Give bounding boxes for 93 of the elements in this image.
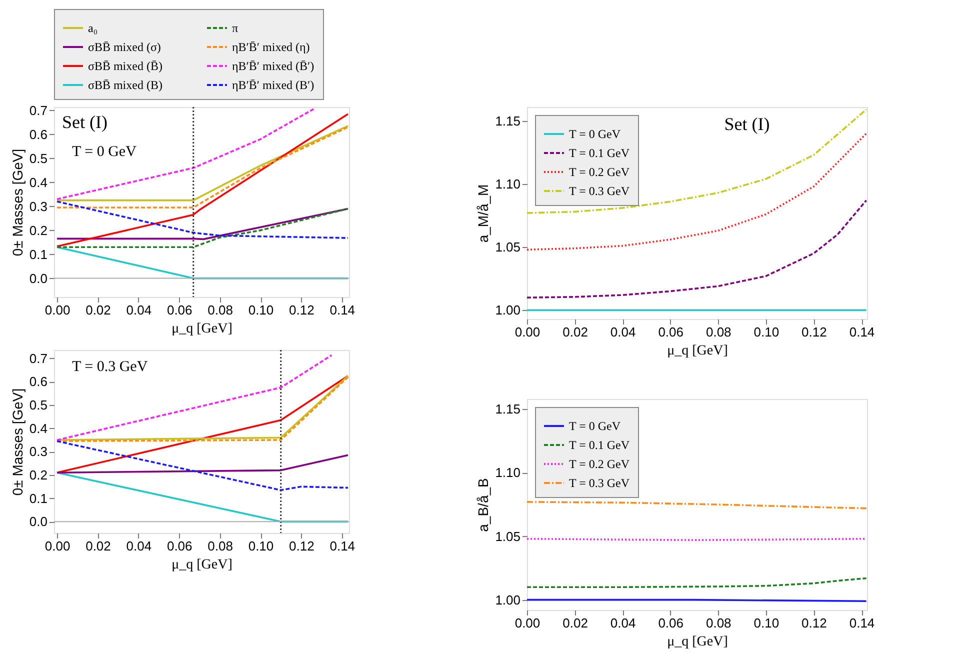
y-tick-label: 0.7 [29, 102, 48, 118]
y-tick-label: 0.1 [29, 490, 48, 506]
y-tick-label: 1.10 [495, 176, 520, 192]
legend-label: σBB̄ mixed (B) [88, 78, 162, 92]
legend-label: σBB̄ mixed (B̄) [88, 59, 162, 73]
x-axis-title: μ_q [GeV] [172, 322, 232, 336]
y-tick-label: 1.10 [495, 465, 520, 480]
x-tick-label: 0.10 [248, 302, 274, 318]
y-tick-label: 0.6 [29, 126, 48, 142]
x-tick-label: 0.00 [44, 302, 70, 318]
x-tick-label: 0.08 [208, 538, 233, 554]
annotation: T = 0 GeV [72, 144, 137, 160]
y-tick-label: 0.2 [29, 222, 48, 238]
x-tick-label: 0.12 [802, 616, 827, 630]
line-series [56, 107, 316, 200]
y-tick-label: 0.5 [29, 150, 48, 166]
legend-label: T = 0.1 GeV [569, 146, 630, 160]
legend-label: ηB′B̄′ mixed (η) [232, 40, 310, 54]
x-tick-label: 0.04 [610, 324, 636, 340]
x-tick-label: 0.14 [330, 538, 356, 554]
y-tick-label: 1.05 [495, 528, 520, 544]
x-tick-label: 0.04 [610, 616, 636, 630]
x-axis-title: μ_q [GeV] [667, 634, 728, 650]
x-tick-label: 0.02 [562, 324, 588, 340]
y-tick-label: 0.0 [29, 514, 48, 530]
x-tick-label: 0.08 [706, 616, 732, 630]
x-tick-label: 0.10 [754, 324, 780, 340]
annotation: Set (I) [62, 112, 108, 132]
x-tick-label: 0.12 [802, 324, 827, 340]
y-axis-title: a_M/å_M [475, 184, 492, 243]
x-tick-label: 0.04 [126, 302, 152, 318]
y-tick-label: 0.4 [29, 420, 48, 436]
x-tick-label: 0.02 [86, 302, 111, 318]
y-tick-label: 0.5 [29, 398, 48, 413]
x-axis-title: μ_q [GeV] [172, 558, 232, 572]
x-tick-label: 0.12 [289, 302, 314, 318]
x-tick-label: 0.10 [754, 616, 780, 630]
x-tick-label: 0.06 [658, 616, 684, 630]
legend-label: T = 0.3 GeV [569, 184, 630, 198]
x-tick-label: 0.04 [126, 538, 152, 554]
line-series [526, 108, 868, 214]
x-tick-label: 0.00 [514, 324, 540, 340]
x-tick-label: 0.06 [166, 302, 192, 318]
legend-label: ηB′B̄′ mixed (B̄′) [232, 59, 314, 73]
y-tick-label: 0.1 [29, 246, 48, 262]
y-tick-label: 0.0 [29, 270, 48, 286]
y-tick-label: 1.00 [495, 592, 520, 608]
legend-label: T = 0.3 GeV [569, 476, 630, 490]
legend-label: π [232, 21, 238, 35]
line-series [56, 440, 349, 492]
y-tick-label: 1.15 [495, 113, 520, 128]
legend-label: T = 0.2 GeV [569, 165, 630, 179]
x-tick-label: 0.10 [248, 538, 274, 554]
y-tick-label: 1.15 [495, 402, 520, 417]
x-tick-label: 0.06 [658, 324, 684, 340]
legend-label: T = 0.2 GeV [569, 457, 630, 471]
x-tick-label: 0.14 [849, 616, 875, 630]
y-tick-label: 0.3 [29, 198, 48, 214]
x-axis-title: μ_q [GeV] [667, 344, 728, 358]
y-tick-label: 0.6 [29, 374, 48, 390]
y-axis-title: a_B/å_B [475, 478, 492, 532]
legend-label: σBB̄ mixed (σ) [88, 40, 161, 54]
line-series [526, 577, 868, 588]
x-tick-label: 0.08 [706, 324, 732, 340]
x-tick-label: 0.00 [44, 538, 70, 554]
line-series [56, 113, 349, 248]
y-tick-label: 0.3 [29, 444, 48, 460]
y-tick-label: 0.4 [29, 174, 48, 190]
line-series [526, 199, 868, 298]
annotation: T = 0.3 GeV [72, 359, 148, 375]
line-series [56, 200, 349, 239]
legend-label: ηB′B̄′ mixed (B′) [232, 78, 314, 92]
y-tick-label: 1.05 [495, 240, 520, 255]
x-tick-label: 0.14 [330, 302, 356, 318]
legend-label: a₀ [88, 21, 98, 35]
x-tick-label: 0.08 [208, 302, 233, 318]
legend-label: T = 0 GeV [569, 419, 621, 433]
legend-label: T = 0 GeV [569, 127, 621, 141]
x-tick-label: 0.00 [514, 616, 540, 630]
x-tick-label: 0.14 [849, 324, 875, 340]
x-tick-label: 0.12 [289, 538, 314, 554]
x-tick-label: 0.02 [86, 538, 111, 554]
legend-label: T = 0.1 GeV [569, 438, 630, 452]
y-axis-title: 0± Masses [GeV] [9, 148, 26, 256]
annotation: Set (I) [724, 114, 770, 134]
x-tick-label: 0.02 [562, 616, 588, 630]
y-tick-label: 0.7 [29, 350, 48, 366]
line-series [526, 501, 868, 510]
y-tick-label: 0.2 [29, 467, 48, 482]
y-axis-title: 0± Masses [GeV] [9, 388, 26, 496]
y-tick-label: 1.00 [495, 302, 520, 318]
x-tick-label: 0.06 [166, 538, 192, 554]
line-series [56, 208, 349, 248]
